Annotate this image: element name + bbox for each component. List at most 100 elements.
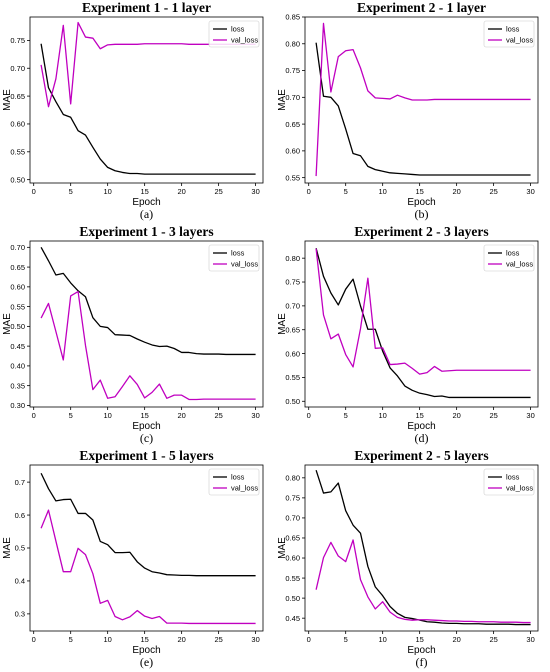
legend-label: loss [506,249,520,258]
chart-title: Experiment 2 - 5 layers [354,448,488,463]
x-axis-label: Epoch [132,645,160,656]
chart-panel-a: Experiment 1 - 1 layer 0 5 10 15 20 25 30 0.50 0.… [0,0,275,224]
legend: loss val_loss [208,20,260,48]
y-axis-label: MAE [277,89,288,111]
x-axis-label: Epoch [407,421,435,432]
x-tick-label: 0 [32,187,36,196]
y-tick-label: 0.60 [10,120,25,129]
x-tick-label: 15 [140,187,148,196]
legend-label: loss [506,473,520,482]
series-line-loss [315,42,531,176]
panel-caption: (b) [415,207,429,221]
x-tick-label: 15 [140,411,148,420]
y-tick-label: 0.60 [10,283,25,292]
series-line-val-loss [315,22,531,177]
x-tick-label: 10 [103,635,111,644]
chart-title: Experiment 1 - 5 layers [79,448,213,463]
panel-caption: (c) [140,431,153,445]
plot-frame [29,240,264,408]
series-line-val-loss [40,290,256,401]
chart-panel-f: Experiment 2 - 5 layers 0 5 10 15 20 25 30 0.45 0… [275,448,550,672]
y-axis-label: MAE [2,313,13,335]
x-tick-label: 20 [452,187,460,196]
chart-title: Experiment 1 - 3 layers [79,224,213,239]
y-tick-label: 0.70 [285,514,300,523]
y-tick-label: 0.50 [285,397,300,406]
legend: loss val_loss [208,244,260,272]
plot-frame [304,16,539,184]
x-tick-label: 30 [526,635,534,644]
legend-label: val_loss [231,36,258,45]
x-tick-label: 15 [415,411,423,420]
x-tick-label: 30 [251,187,259,196]
plot-frame [304,464,539,632]
legend-label: val_loss [506,484,533,493]
series-line-loss [315,470,531,626]
y-tick-label: 0.35 [10,381,25,390]
legend-label: val_loss [506,260,533,269]
x-tick-label: 25 [214,635,222,644]
x-tick-label: 5 [344,187,348,196]
x-axis-label: Epoch [407,645,435,656]
series-line-loss [40,247,256,356]
y-tick-label: 0.5 [15,544,25,553]
panel-caption: (a) [140,207,153,221]
x-tick-label: 30 [251,411,259,420]
y-tick-label: 0.55 [10,148,25,157]
y-tick-label: 0.50 [285,594,300,603]
plot-frame [304,240,539,408]
x-tick-label: 20 [452,635,460,644]
y-tick-label: 0.75 [285,66,300,75]
x-tick-label: 15 [140,635,148,644]
x-tick-label: 20 [177,635,185,644]
chart-title: Experiment 2 - 1 layer [357,0,486,15]
x-tick-label: 10 [378,187,386,196]
legend: loss val_loss [208,468,260,496]
x-tick-label: 5 [69,411,73,420]
chart-title: Experiment 1 - 1 layer [82,0,211,15]
y-tick-label: 0.80 [285,39,300,48]
x-tick-label: 0 [307,411,311,420]
y-tick-label: 0.4 [15,577,25,586]
y-tick-label: 0.50 [10,175,25,184]
series-line-loss [315,247,531,399]
x-tick-label: 25 [489,635,497,644]
y-tick-label: 0.70 [10,243,25,252]
x-tick-label: 25 [214,187,222,196]
y-tick-label: 0.50 [10,322,25,331]
y-tick-label: 0.75 [10,36,25,45]
plot-frame [29,16,264,184]
x-axis-label: Epoch [132,197,160,208]
x-tick-label: 20 [177,187,185,196]
panel-caption: (f) [416,655,428,669]
legend: loss val_loss [483,244,535,272]
x-tick-label: 30 [251,635,259,644]
y-axis-label: MAE [277,313,288,335]
y-tick-label: 0.70 [285,302,300,311]
panel-caption: (e) [140,655,153,669]
x-tick-label: 25 [489,187,497,196]
chart-panel-c: Experiment 1 - 3 layers 0 5 10 15 20 25 30 0.30 0… [0,224,275,448]
y-tick-label: 0.3 [15,610,25,619]
x-tick-label: 5 [344,635,348,644]
chart-panel-d: Experiment 2 - 3 layers 0 5 10 15 20 25 30 0.50 0… [275,224,550,448]
series-line-val-loss [40,509,256,625]
x-tick-label: 0 [32,635,36,644]
x-tick-label: 20 [177,411,185,420]
y-tick-label: 0.55 [285,173,300,182]
y-tick-label: 0.60 [285,554,300,563]
x-tick-label: 5 [69,187,73,196]
panel-caption: (d) [415,431,429,445]
x-tick-label: 10 [103,411,111,420]
chart-panel-b: Experiment 2 - 1 layer 0 5 10 15 20 25 30 0.55 0.… [275,0,550,224]
y-tick-label: 0.60 [285,349,300,358]
legend: loss val_loss [483,20,535,48]
x-tick-label: 5 [69,635,73,644]
x-tick-label: 10 [378,411,386,420]
chart-e-svg: Experiment 1 - 5 layers 0 5 10 15 20 25 30 0.3 0.… [2,448,264,669]
y-tick-label: 0.7 [15,478,25,487]
legend-label: loss [231,25,245,34]
legend-label: val_loss [231,260,258,269]
chart-c-svg: Experiment 1 - 3 layers 0 5 10 15 20 25 30 0.30 0… [2,224,264,445]
